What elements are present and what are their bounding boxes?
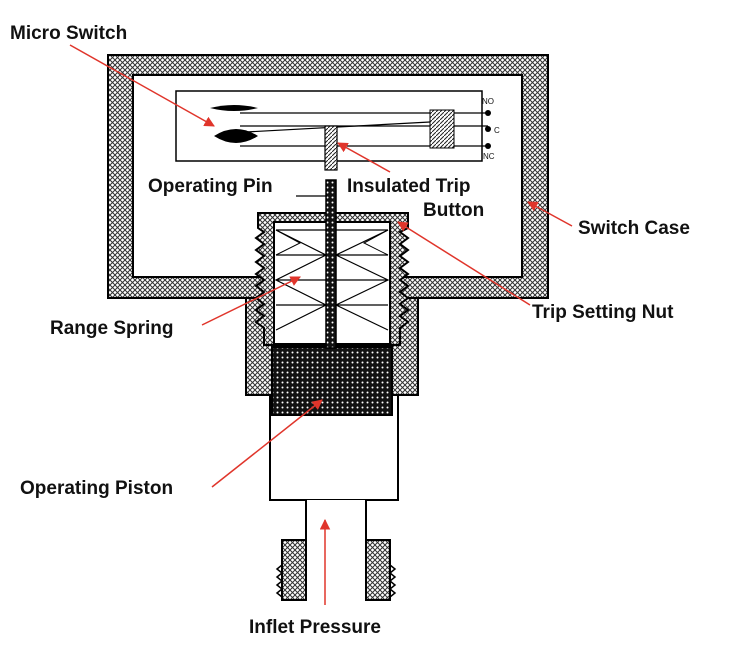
terminal-no-label: NO <box>482 97 494 106</box>
label-trip-setting-nut: Trip Setting Nut <box>532 302 674 323</box>
label-operating-piston: Operating Piston <box>20 478 174 499</box>
range-spring <box>274 229 390 331</box>
arrow-operating-piston <box>211 399 323 488</box>
pointer-arrows <box>69 44 573 605</box>
arrow-switch-case <box>527 201 573 227</box>
insulated-trip-button <box>324 125 338 171</box>
label-insulated-trip-button-line1: Insulated Trip <box>347 176 471 197</box>
arrow-insulated-trip <box>337 142 391 173</box>
label-range-spring: Range Spring <box>50 318 174 339</box>
label-inflet-pressure: Inflet Pressure <box>249 617 381 638</box>
label-insulated-trip-button-line2: Button <box>423 200 485 221</box>
arrow-micro-switch <box>69 44 215 127</box>
arrow-trip-setting-nut <box>397 221 531 306</box>
label-switch-case: Switch Case <box>578 218 690 239</box>
label-micro-switch: Micro Switch <box>10 23 128 44</box>
terminal-c-label: C <box>494 126 500 135</box>
operating-pin <box>325 179 337 349</box>
label-operating-pin: Operating Pin <box>148 176 273 197</box>
terminal-nc-label: NC <box>483 152 495 161</box>
arrow-range-spring <box>201 276 301 326</box>
operating-piston <box>271 346 393 416</box>
